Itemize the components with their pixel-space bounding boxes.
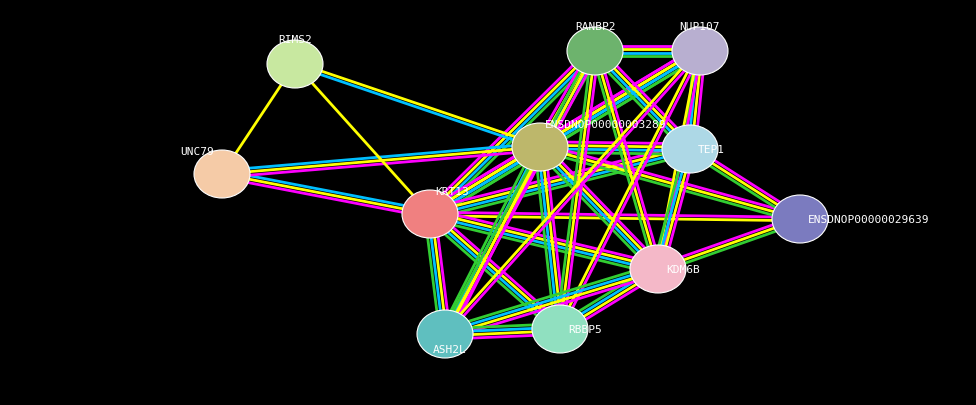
Ellipse shape <box>512 124 568 172</box>
Text: ENSDNOP00000029639: ENSDNOP00000029639 <box>808 215 929 224</box>
Ellipse shape <box>417 310 473 358</box>
Text: RANBP2: RANBP2 <box>575 22 615 32</box>
Ellipse shape <box>772 196 828 243</box>
Ellipse shape <box>672 28 728 76</box>
Text: RBBP5: RBBP5 <box>568 324 602 334</box>
Text: ASH2L: ASH2L <box>433 344 467 354</box>
Text: ENSDNOP00000003289: ENSDNOP00000003289 <box>545 120 667 130</box>
Text: NUP107: NUP107 <box>679 22 720 32</box>
Text: KRT13: KRT13 <box>435 187 468 196</box>
Ellipse shape <box>194 151 250 198</box>
Ellipse shape <box>567 28 623 76</box>
Text: UNC79: UNC79 <box>181 147 214 157</box>
Text: TEP1: TEP1 <box>698 145 725 155</box>
Ellipse shape <box>402 190 458 239</box>
Ellipse shape <box>532 305 588 353</box>
Ellipse shape <box>267 41 323 89</box>
Ellipse shape <box>630 245 686 293</box>
Text: KDM6B: KDM6B <box>666 264 700 274</box>
Ellipse shape <box>662 126 718 174</box>
Text: RIMS2: RIMS2 <box>278 35 312 45</box>
